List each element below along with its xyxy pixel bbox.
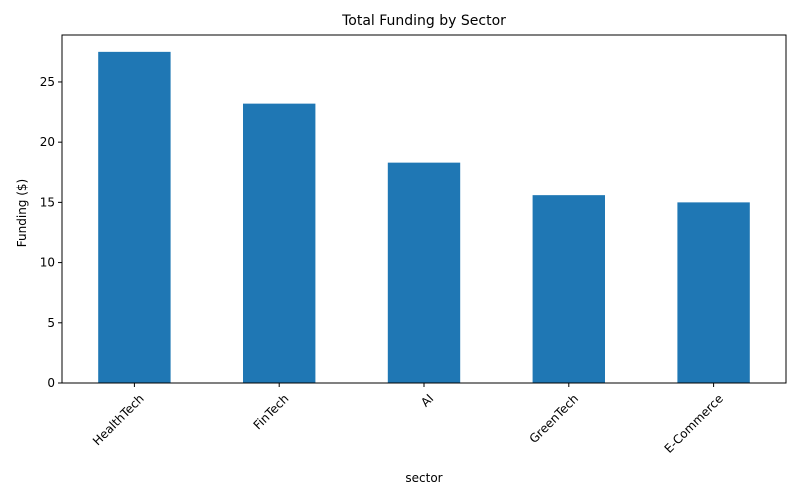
plot-frame (61, 34, 787, 384)
bar-e-commerce (677, 202, 750, 383)
y-axis-ticks: 0 5 10 15 20 25 (40, 75, 62, 390)
y-axis-label: Funding ($) (15, 179, 29, 247)
x-axis-ticks: HealthTech FinTech AI GreenTech E-Commerce (90, 383, 726, 456)
axes-frame (61, 34, 787, 384)
y-tick-label: 0 (47, 376, 55, 390)
y-tick-label: 15 (40, 195, 55, 209)
bar-healthtech (98, 51, 171, 384)
x-axis-label: sector (405, 471, 442, 485)
x-tick-label: GreenTech (527, 391, 582, 446)
y-tick-label: 20 (40, 135, 55, 149)
x-tick-label: HealthTech (90, 391, 147, 448)
chart-title: Total Funding by Sector (341, 13, 506, 29)
y-tick-label: 25 (40, 75, 55, 89)
bars-group (98, 51, 750, 384)
x-tick-label: FinTech (251, 391, 292, 432)
x-tick-label: E-Commerce (662, 391, 726, 455)
bar-ai (387, 162, 461, 383)
bar-greentech (532, 195, 605, 383)
x-tick-label: AI (418, 391, 436, 409)
y-tick-label: 10 (40, 256, 55, 270)
y-tick-label: 5 (47, 316, 55, 330)
bar-fintech (243, 103, 316, 383)
